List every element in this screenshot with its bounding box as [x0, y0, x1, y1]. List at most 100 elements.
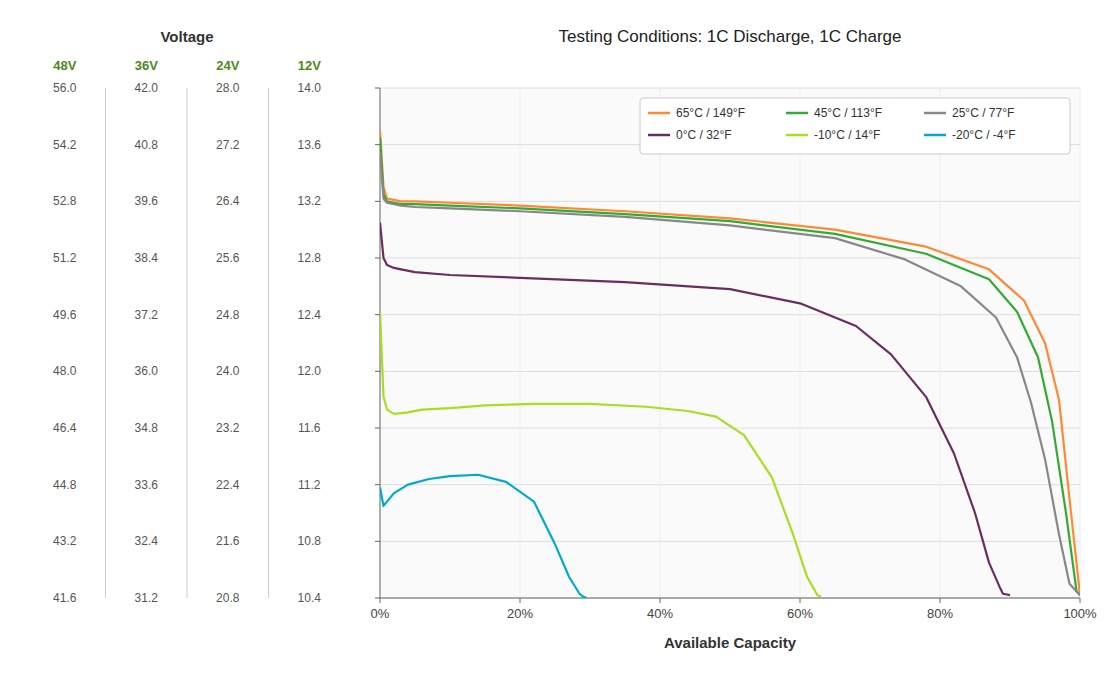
y-tick-label: 38.4: [135, 251, 159, 265]
grid-line: [660, 88, 661, 598]
y-tick-label: 14.0: [298, 81, 322, 95]
series-group: [380, 131, 1080, 599]
chart: 0% 20% 40% 60% 80% 100% Available Capacity Test…: [0, 0, 1106, 685]
grid-line: [380, 371, 1080, 372]
y-tick-label: 10.8: [298, 534, 322, 548]
y-tick-label: 37.2: [135, 308, 159, 322]
y-tick-label: 24.0: [216, 364, 240, 378]
y-tick-label: 28.0: [216, 81, 240, 95]
x-tick: [800, 598, 801, 603]
grid-line: [380, 598, 1080, 599]
y-tick: [375, 201, 380, 202]
y-tick-label: 12.4: [298, 308, 322, 322]
x-tick-label: 100%: [1063, 606, 1097, 621]
legend-swatch: [648, 112, 670, 115]
x-tick-label: 80%: [927, 606, 953, 621]
y-tick-label: 24.8: [216, 308, 240, 322]
x-tick-label: 40%: [647, 606, 673, 621]
x-tick: [1080, 598, 1081, 603]
y-tick-label: 12.0: [298, 364, 322, 378]
grid-line: [380, 541, 1080, 542]
y-tick-label: 52.8: [53, 194, 77, 208]
grid-line: [520, 88, 521, 598]
chart-title: Testing Conditions: 1C Discharge, 1C Cha…: [558, 27, 901, 46]
y-tick-label: 43.2: [53, 534, 77, 548]
legend-label: -10°C / 14°F: [814, 128, 880, 142]
grid-line: [380, 201, 1080, 202]
y-tick-label: 11.6: [298, 421, 321, 435]
legend-label: 45°C / 113°F: [814, 106, 882, 120]
legend-label: 0°C / 32°F: [676, 128, 732, 142]
y-tick: [375, 88, 380, 89]
x-axis-line: [380, 598, 1080, 599]
y-tick: [375, 371, 380, 372]
y-tick-label: 46.4: [53, 421, 77, 435]
y-tick-label: 10.4: [298, 591, 322, 605]
grid-line: [380, 428, 1080, 429]
y-tick-label: 56.0: [53, 81, 77, 95]
table-separator: [268, 88, 269, 598]
legend-swatch: [924, 112, 946, 115]
y-tick: [375, 484, 380, 485]
grid-line: [380, 314, 1080, 315]
grid-line: [380, 88, 1080, 89]
column-header: 48V: [53, 58, 76, 73]
x-tick-label: 60%: [787, 606, 813, 621]
y-tick-label: 40.8: [135, 138, 159, 152]
grid-line: [380, 484, 1080, 485]
grid-line: [800, 88, 801, 598]
x-tick-label: 20%: [507, 606, 533, 621]
y-tick-label: 22.4: [216, 478, 240, 492]
y-tick-label: 13.2: [298, 194, 322, 208]
x-tick-label: 0%: [371, 606, 390, 621]
y-tick-label: 39.6: [135, 194, 159, 208]
legend-swatch: [924, 134, 946, 137]
y-tick-label: 41.6: [53, 591, 77, 605]
y-tick: [375, 541, 380, 542]
y-tick-label: 36.0: [135, 364, 159, 378]
legend-label: 25°C / 77°F: [952, 106, 1014, 120]
series-line: [380, 131, 1080, 596]
x-axis-label: Available Capacity: [664, 634, 797, 651]
legend-swatch: [786, 134, 808, 137]
grid-line: [1080, 88, 1081, 598]
y-tick-label: 49.6: [53, 308, 77, 322]
y-tick-label: 34.8: [135, 421, 159, 435]
plot-area: [380, 88, 1080, 598]
legend-swatch: [648, 134, 670, 137]
y-axis-label: Voltage: [160, 28, 213, 45]
y-tick: [375, 258, 380, 259]
legend-label: 65°C / 149°F: [676, 106, 745, 120]
y-tick-label: 44.8: [53, 478, 77, 492]
grid-line: [940, 88, 941, 598]
y-tick-label: 33.6: [135, 478, 159, 492]
series-line: [380, 475, 587, 598]
y-tick-label: 48.0: [53, 364, 77, 378]
series-line: [380, 152, 1080, 595]
column-header: 36V: [135, 58, 158, 73]
series-line: [380, 223, 1010, 596]
legend-label: -20°C / -4°F: [952, 128, 1016, 142]
series-line: [380, 138, 1080, 596]
y-tick-label: 13.6: [298, 138, 322, 152]
y-tick: [375, 598, 380, 599]
x-tick: [940, 598, 941, 603]
series-line: [380, 312, 821, 597]
x-tick: [660, 598, 661, 603]
table-separator: [105, 88, 106, 598]
y-tick: [375, 428, 380, 429]
column-header: 12V: [298, 58, 321, 73]
y-tick-label: 54.2: [53, 138, 77, 152]
table-separator: [187, 88, 188, 598]
y-tick-label: 20.8: [216, 591, 240, 605]
y-tick-label: 21.6: [216, 534, 240, 548]
y-tick-label: 42.0: [135, 81, 159, 95]
y-tick-label: 26.4: [216, 194, 240, 208]
y-tick-label: 12.8: [298, 251, 322, 265]
column-header: 24V: [216, 58, 239, 73]
x-tick: [520, 598, 521, 603]
y-tick-label: 25.6: [216, 251, 240, 265]
y-tick-label: 11.2: [298, 478, 321, 492]
legend: 65°C / 149°F 45°C / 113°F 25°C / 77°F 0°C /…: [640, 98, 1070, 154]
y-tick: [375, 144, 380, 145]
